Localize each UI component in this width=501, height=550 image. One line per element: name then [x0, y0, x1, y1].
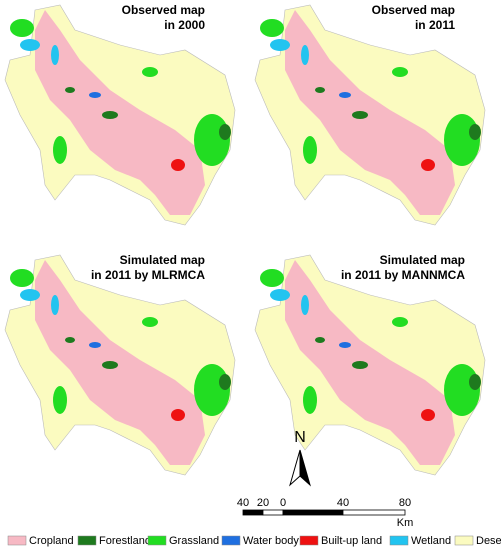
panel-title: in 2011 — [415, 18, 455, 32]
north-label: N — [294, 429, 306, 446]
legend-swatch — [389, 535, 409, 546]
legend-swatch — [147, 535, 167, 546]
legend-swatch — [454, 535, 474, 546]
scale-segment — [342, 509, 406, 516]
legend-label: Built-up land — [321, 535, 382, 547]
panel-title: Observed map — [372, 3, 455, 17]
legend-label: Cropland — [29, 535, 74, 547]
scale-unit: Km — [397, 517, 414, 529]
map — [4, 4, 236, 226]
scale-segment — [282, 509, 344, 516]
panel-title: Simulated map — [120, 253, 205, 267]
scale-bar: 40 20 0 40 80 Km — [237, 497, 413, 529]
map — [4, 254, 236, 476]
map-panels — [4, 4, 486, 476]
scale-label: 40 — [237, 497, 249, 509]
scale-label: 20 — [257, 497, 269, 509]
panel-title: in 2000 — [164, 18, 205, 32]
legend-swatch — [7, 535, 27, 546]
north-arrow — [289, 449, 311, 487]
legend-swatch — [299, 535, 319, 546]
scale-segment — [242, 509, 264, 516]
map — [254, 254, 486, 476]
legend-swatch — [77, 535, 97, 546]
legend: Cropland Forestland Grassland Water body Bui… — [7, 535, 501, 547]
legend-label: Wetland — [411, 535, 451, 547]
scale-label: 40 — [337, 497, 349, 509]
panel-title: in 2011 by MLRMCA — [91, 268, 205, 282]
scale-label: 80 — [399, 497, 411, 509]
legend-label: Forestland — [99, 535, 151, 547]
panel-title: in 2011 by MANNMCA — [341, 268, 465, 282]
legend-label: Water body — [243, 535, 299, 547]
panel-title: Observed map — [122, 3, 205, 17]
scale-label: 0 — [280, 497, 286, 509]
legend-label: Desert — [476, 535, 501, 547]
legend-label: Grassland — [169, 535, 219, 547]
legend-swatch — [221, 535, 241, 546]
scale-segment — [262, 509, 284, 516]
map — [254, 4, 486, 226]
panel-title: Simulated map — [380, 253, 465, 267]
